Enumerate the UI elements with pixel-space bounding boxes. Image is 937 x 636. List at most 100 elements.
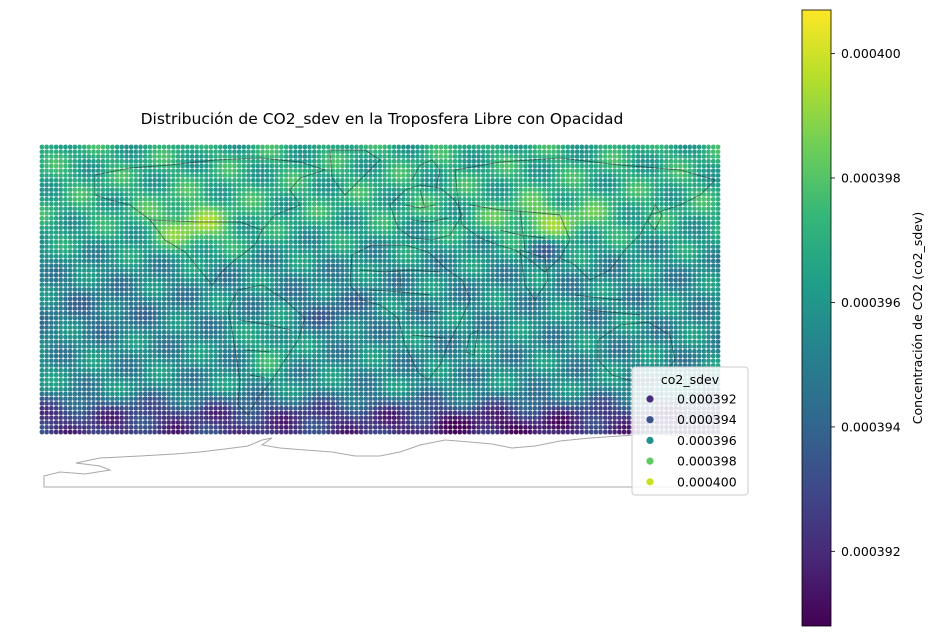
data-point xyxy=(119,248,125,255)
data-point xyxy=(133,153,139,160)
data-point xyxy=(151,301,158,307)
data-point xyxy=(189,149,195,155)
data-point xyxy=(673,153,679,160)
data-point xyxy=(278,225,285,231)
data-point xyxy=(696,253,702,260)
data-point xyxy=(198,149,205,155)
data-point xyxy=(189,210,195,217)
data-point xyxy=(95,263,102,269)
data-point xyxy=(133,144,139,150)
data-point xyxy=(691,182,698,188)
data-point xyxy=(419,239,426,245)
data-point xyxy=(339,168,346,174)
data-point xyxy=(372,144,379,150)
data-point xyxy=(367,191,374,198)
data-point xyxy=(485,210,491,217)
data-point xyxy=(142,149,149,155)
data-point xyxy=(565,177,571,184)
data-point xyxy=(170,267,177,274)
data-point xyxy=(363,263,369,269)
data-point xyxy=(541,258,548,264)
data-point xyxy=(76,234,83,241)
data-point xyxy=(602,291,609,298)
data-point xyxy=(95,163,102,169)
data-point xyxy=(381,182,388,188)
data-point xyxy=(311,210,318,217)
data-point xyxy=(109,153,116,160)
data-point xyxy=(579,234,585,241)
data-point xyxy=(677,163,684,169)
data-point xyxy=(53,277,59,283)
data-point xyxy=(325,277,332,283)
data-point xyxy=(635,296,641,302)
data-point xyxy=(602,172,609,179)
data-point xyxy=(424,267,430,274)
data-point xyxy=(208,215,214,222)
data-point xyxy=(119,158,125,165)
data-point xyxy=(109,248,116,255)
data-point xyxy=(292,225,299,231)
data-point xyxy=(682,291,688,298)
data-point xyxy=(208,163,214,169)
data-point xyxy=(480,220,487,226)
data-point xyxy=(269,191,275,198)
data-point xyxy=(630,229,637,236)
data-point xyxy=(86,210,92,217)
data-point xyxy=(151,187,158,193)
data-point xyxy=(339,301,346,307)
data-point xyxy=(114,177,120,184)
data-point xyxy=(658,225,665,231)
data-point xyxy=(283,225,289,231)
data-point xyxy=(48,296,55,302)
data-point xyxy=(151,244,158,250)
data-point xyxy=(151,258,158,264)
data-point xyxy=(649,191,656,198)
data-point xyxy=(43,234,50,241)
data-point xyxy=(419,244,426,250)
data-point xyxy=(381,210,388,217)
data-point xyxy=(508,296,515,302)
data-point xyxy=(104,201,111,207)
data-point xyxy=(616,144,623,150)
data-point xyxy=(466,253,472,260)
data-point xyxy=(58,296,64,302)
data-point xyxy=(133,168,139,174)
data-point xyxy=(682,301,688,307)
data-point xyxy=(278,305,285,312)
data-point xyxy=(184,149,191,155)
data-point xyxy=(668,144,674,150)
data-point xyxy=(630,248,637,255)
data-point xyxy=(76,225,83,231)
data-point xyxy=(485,144,491,150)
data-point xyxy=(264,201,271,207)
data-point xyxy=(626,187,632,193)
data-point xyxy=(180,258,186,264)
data-point xyxy=(372,182,379,188)
data-point xyxy=(81,182,88,188)
data-point xyxy=(663,277,670,283)
data-point xyxy=(602,168,609,174)
data-point xyxy=(386,253,393,260)
data-point xyxy=(569,277,576,283)
data-point xyxy=(245,144,252,150)
data-point xyxy=(123,286,130,293)
data-point xyxy=(640,258,646,264)
data-point xyxy=(579,191,585,198)
data-point xyxy=(273,234,280,241)
data-point xyxy=(630,201,637,207)
data-point xyxy=(372,277,379,283)
data-point xyxy=(335,196,341,203)
data-point xyxy=(161,144,167,150)
data-point xyxy=(630,258,637,264)
data-point xyxy=(288,201,294,207)
data-point xyxy=(278,267,285,274)
data-point xyxy=(128,149,134,155)
data-point xyxy=(184,263,191,269)
data-point xyxy=(673,258,679,264)
data-point xyxy=(43,149,50,155)
data-point xyxy=(691,215,698,222)
data-point xyxy=(673,267,679,274)
data-point xyxy=(86,187,92,193)
data-point xyxy=(682,158,688,165)
data-point xyxy=(499,258,505,264)
